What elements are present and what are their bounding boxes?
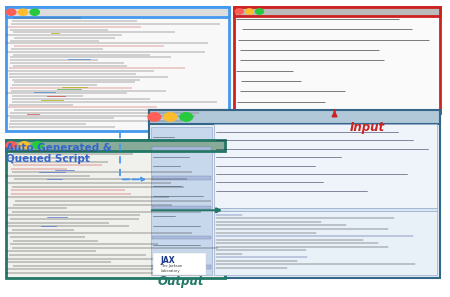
- FancyBboxPatch shape: [6, 140, 225, 278]
- FancyBboxPatch shape: [152, 236, 211, 239]
- Circle shape: [235, 9, 243, 14]
- FancyBboxPatch shape: [234, 7, 440, 16]
- FancyBboxPatch shape: [152, 147, 211, 150]
- Circle shape: [7, 9, 16, 15]
- FancyBboxPatch shape: [152, 265, 211, 269]
- Circle shape: [18, 9, 27, 15]
- FancyBboxPatch shape: [152, 176, 211, 180]
- Circle shape: [148, 113, 161, 121]
- FancyBboxPatch shape: [6, 140, 225, 151]
- Circle shape: [256, 9, 263, 14]
- Text: Auto Generated &
Queued Script: Auto Generated & Queued Script: [6, 143, 112, 164]
- Circle shape: [32, 142, 43, 149]
- FancyBboxPatch shape: [6, 7, 230, 131]
- Circle shape: [180, 113, 193, 121]
- FancyBboxPatch shape: [149, 110, 440, 278]
- Circle shape: [30, 9, 40, 15]
- Text: The Jackson
Laboratory: The Jackson Laboratory: [161, 264, 182, 273]
- FancyBboxPatch shape: [153, 253, 206, 275]
- Circle shape: [19, 142, 30, 149]
- FancyBboxPatch shape: [214, 211, 437, 275]
- FancyBboxPatch shape: [149, 110, 440, 124]
- FancyBboxPatch shape: [214, 208, 437, 211]
- FancyBboxPatch shape: [152, 206, 211, 209]
- FancyBboxPatch shape: [151, 127, 212, 275]
- Text: JAX: JAX: [161, 256, 175, 265]
- FancyBboxPatch shape: [6, 7, 230, 17]
- Text: Input: Input: [350, 121, 385, 134]
- Text: Output: Output: [158, 275, 204, 288]
- Circle shape: [245, 9, 253, 14]
- FancyBboxPatch shape: [214, 124, 437, 208]
- Circle shape: [6, 142, 17, 149]
- Circle shape: [164, 113, 177, 121]
- FancyBboxPatch shape: [234, 7, 440, 113]
